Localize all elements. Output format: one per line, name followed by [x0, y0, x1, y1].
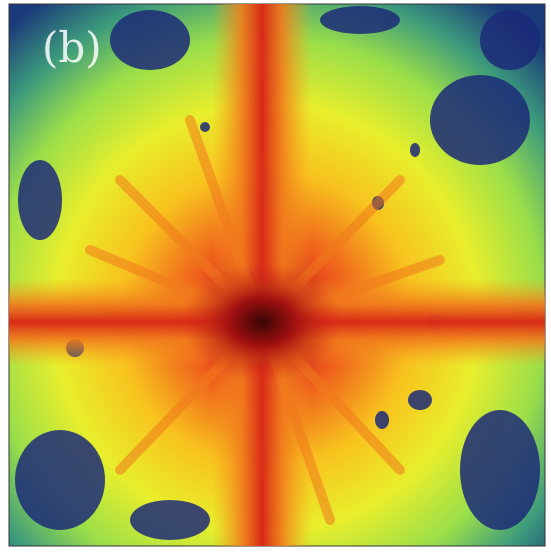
- spectrum-figure: (b): [0, 0, 551, 552]
- page: (b) (() => { const data = JSON.parse(doc…: [0, 0, 551, 552]
- panel-label: (b): [42, 23, 102, 72]
- spectrum-core: [182, 262, 342, 382]
